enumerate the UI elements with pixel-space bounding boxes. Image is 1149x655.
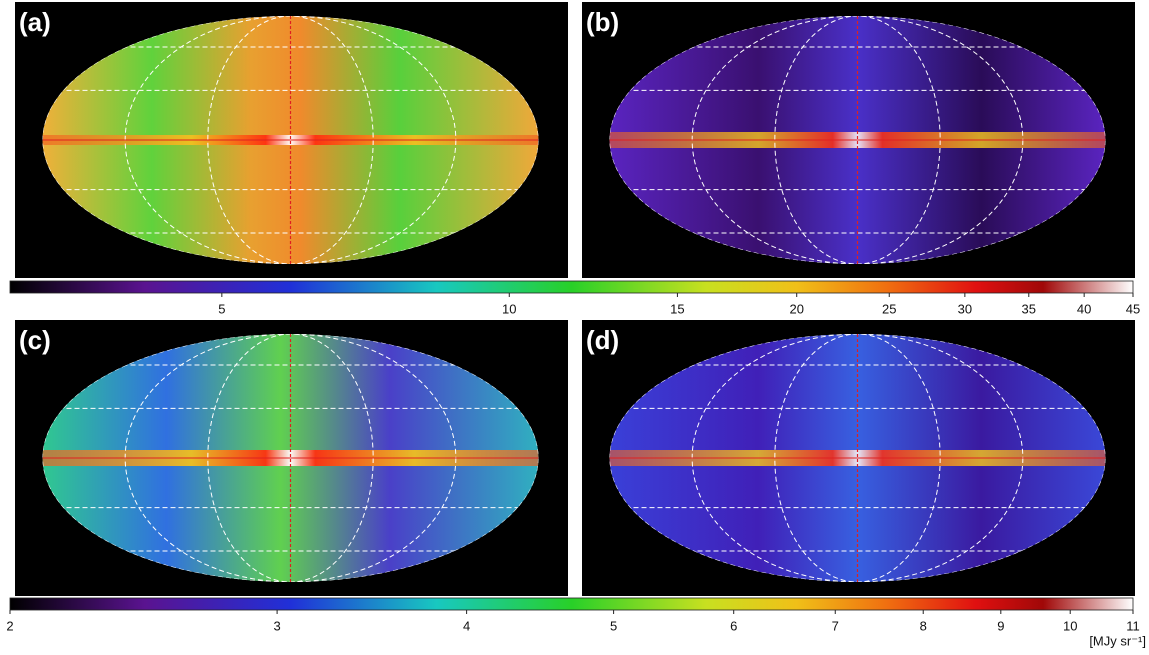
colorbar-tick-label: 3	[273, 618, 280, 633]
sky-map-panel: (a)	[15, 2, 568, 278]
colorbar-tick-label: 5	[218, 301, 225, 316]
sky-map-panel: (c)	[15, 320, 568, 596]
panel-label: (a)	[19, 7, 51, 37]
figure: (a)(b)(c)(d)5101520253035404523456789101…	[0, 0, 1149, 655]
sky-map-panel: (d)	[582, 320, 1135, 596]
colorbar-gradient	[10, 598, 1133, 610]
colorbar-gradient	[10, 281, 1133, 293]
colorbar-tick-label: 25	[882, 301, 896, 316]
panel-label: (b)	[586, 7, 619, 37]
colorbar-tick-label: 7	[832, 618, 839, 633]
colorbar: 2 3 4 5 6 7 8 9 10 11[MJy sr⁻¹]	[6, 598, 1146, 648]
colorbar-tick-label: 30	[958, 301, 972, 316]
colorbar-tick-label: 45	[1126, 301, 1140, 316]
colorbar-tick-label: 9	[997, 618, 1004, 633]
colorbar-tick-label: 6	[730, 618, 737, 633]
colorbar-tick-label: 11	[1126, 618, 1140, 633]
colorbar-tick-label: 20	[789, 301, 803, 316]
colorbar-tick-label: 35	[1022, 301, 1036, 316]
colorbar-tick-label: 10	[502, 301, 516, 316]
colorbar-tick-label: 8	[920, 618, 927, 633]
colorbar-tick-label: 5	[610, 618, 617, 633]
colorbar-unit-label: [MJy sr⁻¹]	[1089, 633, 1146, 648]
colorbar-tick-label: 15	[670, 301, 684, 316]
sky-map-panel: (b)	[582, 2, 1135, 278]
panel-label: (d)	[586, 325, 619, 355]
colorbar-tick-label: 2	[6, 618, 13, 633]
panel-label: (c)	[19, 325, 51, 355]
colorbar-tick-label: 4	[463, 618, 470, 633]
colorbar: 5 10 15 20 25 30 35 40 45	[10, 281, 1140, 316]
colorbar-tick-label: 10	[1063, 618, 1077, 633]
colorbar-tick-label: 40	[1077, 301, 1091, 316]
